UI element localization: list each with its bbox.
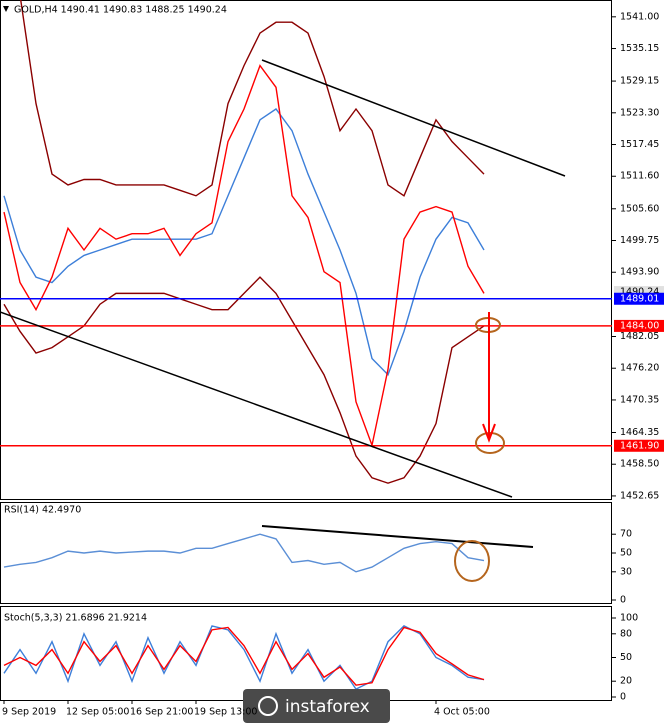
watermark: instaforex xyxy=(285,697,370,717)
y-tick-label: 1493.90 xyxy=(620,267,659,278)
y-tick-label: 50 xyxy=(620,652,632,663)
y-tick-label: 30 xyxy=(620,566,632,577)
y-tick-label: 100 xyxy=(620,613,638,624)
series-line xyxy=(3,625,485,690)
indicator-title: RSI(14) 42.4970 xyxy=(4,505,81,516)
header-icon xyxy=(3,6,9,12)
y-tick-label: 1499.75 xyxy=(620,235,659,246)
channel-line xyxy=(0,311,513,498)
x-tick-label: 12 Sep 05:00 xyxy=(66,707,129,718)
y-tick-label: 1458.50 xyxy=(620,459,659,470)
level-tag xyxy=(614,292,664,305)
y-tick-label: 50 xyxy=(620,548,632,559)
level-tag xyxy=(614,319,664,332)
series-line xyxy=(3,108,485,377)
rsi-panel xyxy=(0,502,612,604)
y-tick-label: 80 xyxy=(620,628,632,639)
y-tick-label: 70 xyxy=(620,529,632,540)
arrow-head xyxy=(482,423,496,443)
price-panel xyxy=(0,0,612,500)
series-line xyxy=(3,276,485,484)
y-tick-label: 1541.00 xyxy=(620,11,659,22)
series-line xyxy=(3,626,485,686)
channel-line xyxy=(261,59,566,177)
watermark-logo xyxy=(258,696,278,716)
x-tick-label: 9 Sep 2019 xyxy=(2,707,56,718)
series-line xyxy=(3,64,485,448)
x-tick-label: 16 Sep 21:00 xyxy=(130,707,193,718)
watermark-box xyxy=(243,689,390,723)
series-line xyxy=(3,533,485,573)
y-tick-label: 1535.15 xyxy=(620,43,659,54)
y-tick-label: 1452.65 xyxy=(620,490,659,501)
y-tick-label: 1482.05 xyxy=(620,331,659,342)
rsi-trend-line xyxy=(261,525,534,548)
price-tag-label: 1490.24 xyxy=(620,287,659,298)
y-tick-label: 1511.60 xyxy=(620,171,659,182)
level-tag-label: 1461.90 xyxy=(620,440,659,451)
series-line xyxy=(20,0,485,197)
level-tag-label: 1484.00 xyxy=(620,320,659,331)
y-tick-label: 1529.15 xyxy=(620,76,659,87)
level-tag xyxy=(614,439,664,452)
y-tick-label: 1476.20 xyxy=(620,363,659,374)
y-tick-label: 1517.45 xyxy=(620,139,659,150)
y-tick-label: 1464.35 xyxy=(620,427,659,438)
x-tick-label: 4 Oct 05:00 xyxy=(434,707,490,718)
x-tick-label: 19 Sep 13:00 xyxy=(194,707,257,718)
level-tag-label: 1489.01 xyxy=(620,293,659,304)
symbol-header: GOLD,H4 1490.41 1490.83 1488.25 1490.24 xyxy=(14,5,227,16)
y-tick-label: 1470.35 xyxy=(620,394,659,405)
indicator-title: Stoch(5,3,3) 21.6896 21.9214 xyxy=(4,613,147,624)
y-tick-label: 20 xyxy=(620,676,632,687)
marker-circle xyxy=(454,540,490,582)
y-tick-label: 0 xyxy=(620,595,626,606)
y-tick-label: 1523.30 xyxy=(620,107,659,118)
y-tick-label: 0 xyxy=(620,692,626,703)
y-tick-label: 1505.60 xyxy=(620,203,659,214)
